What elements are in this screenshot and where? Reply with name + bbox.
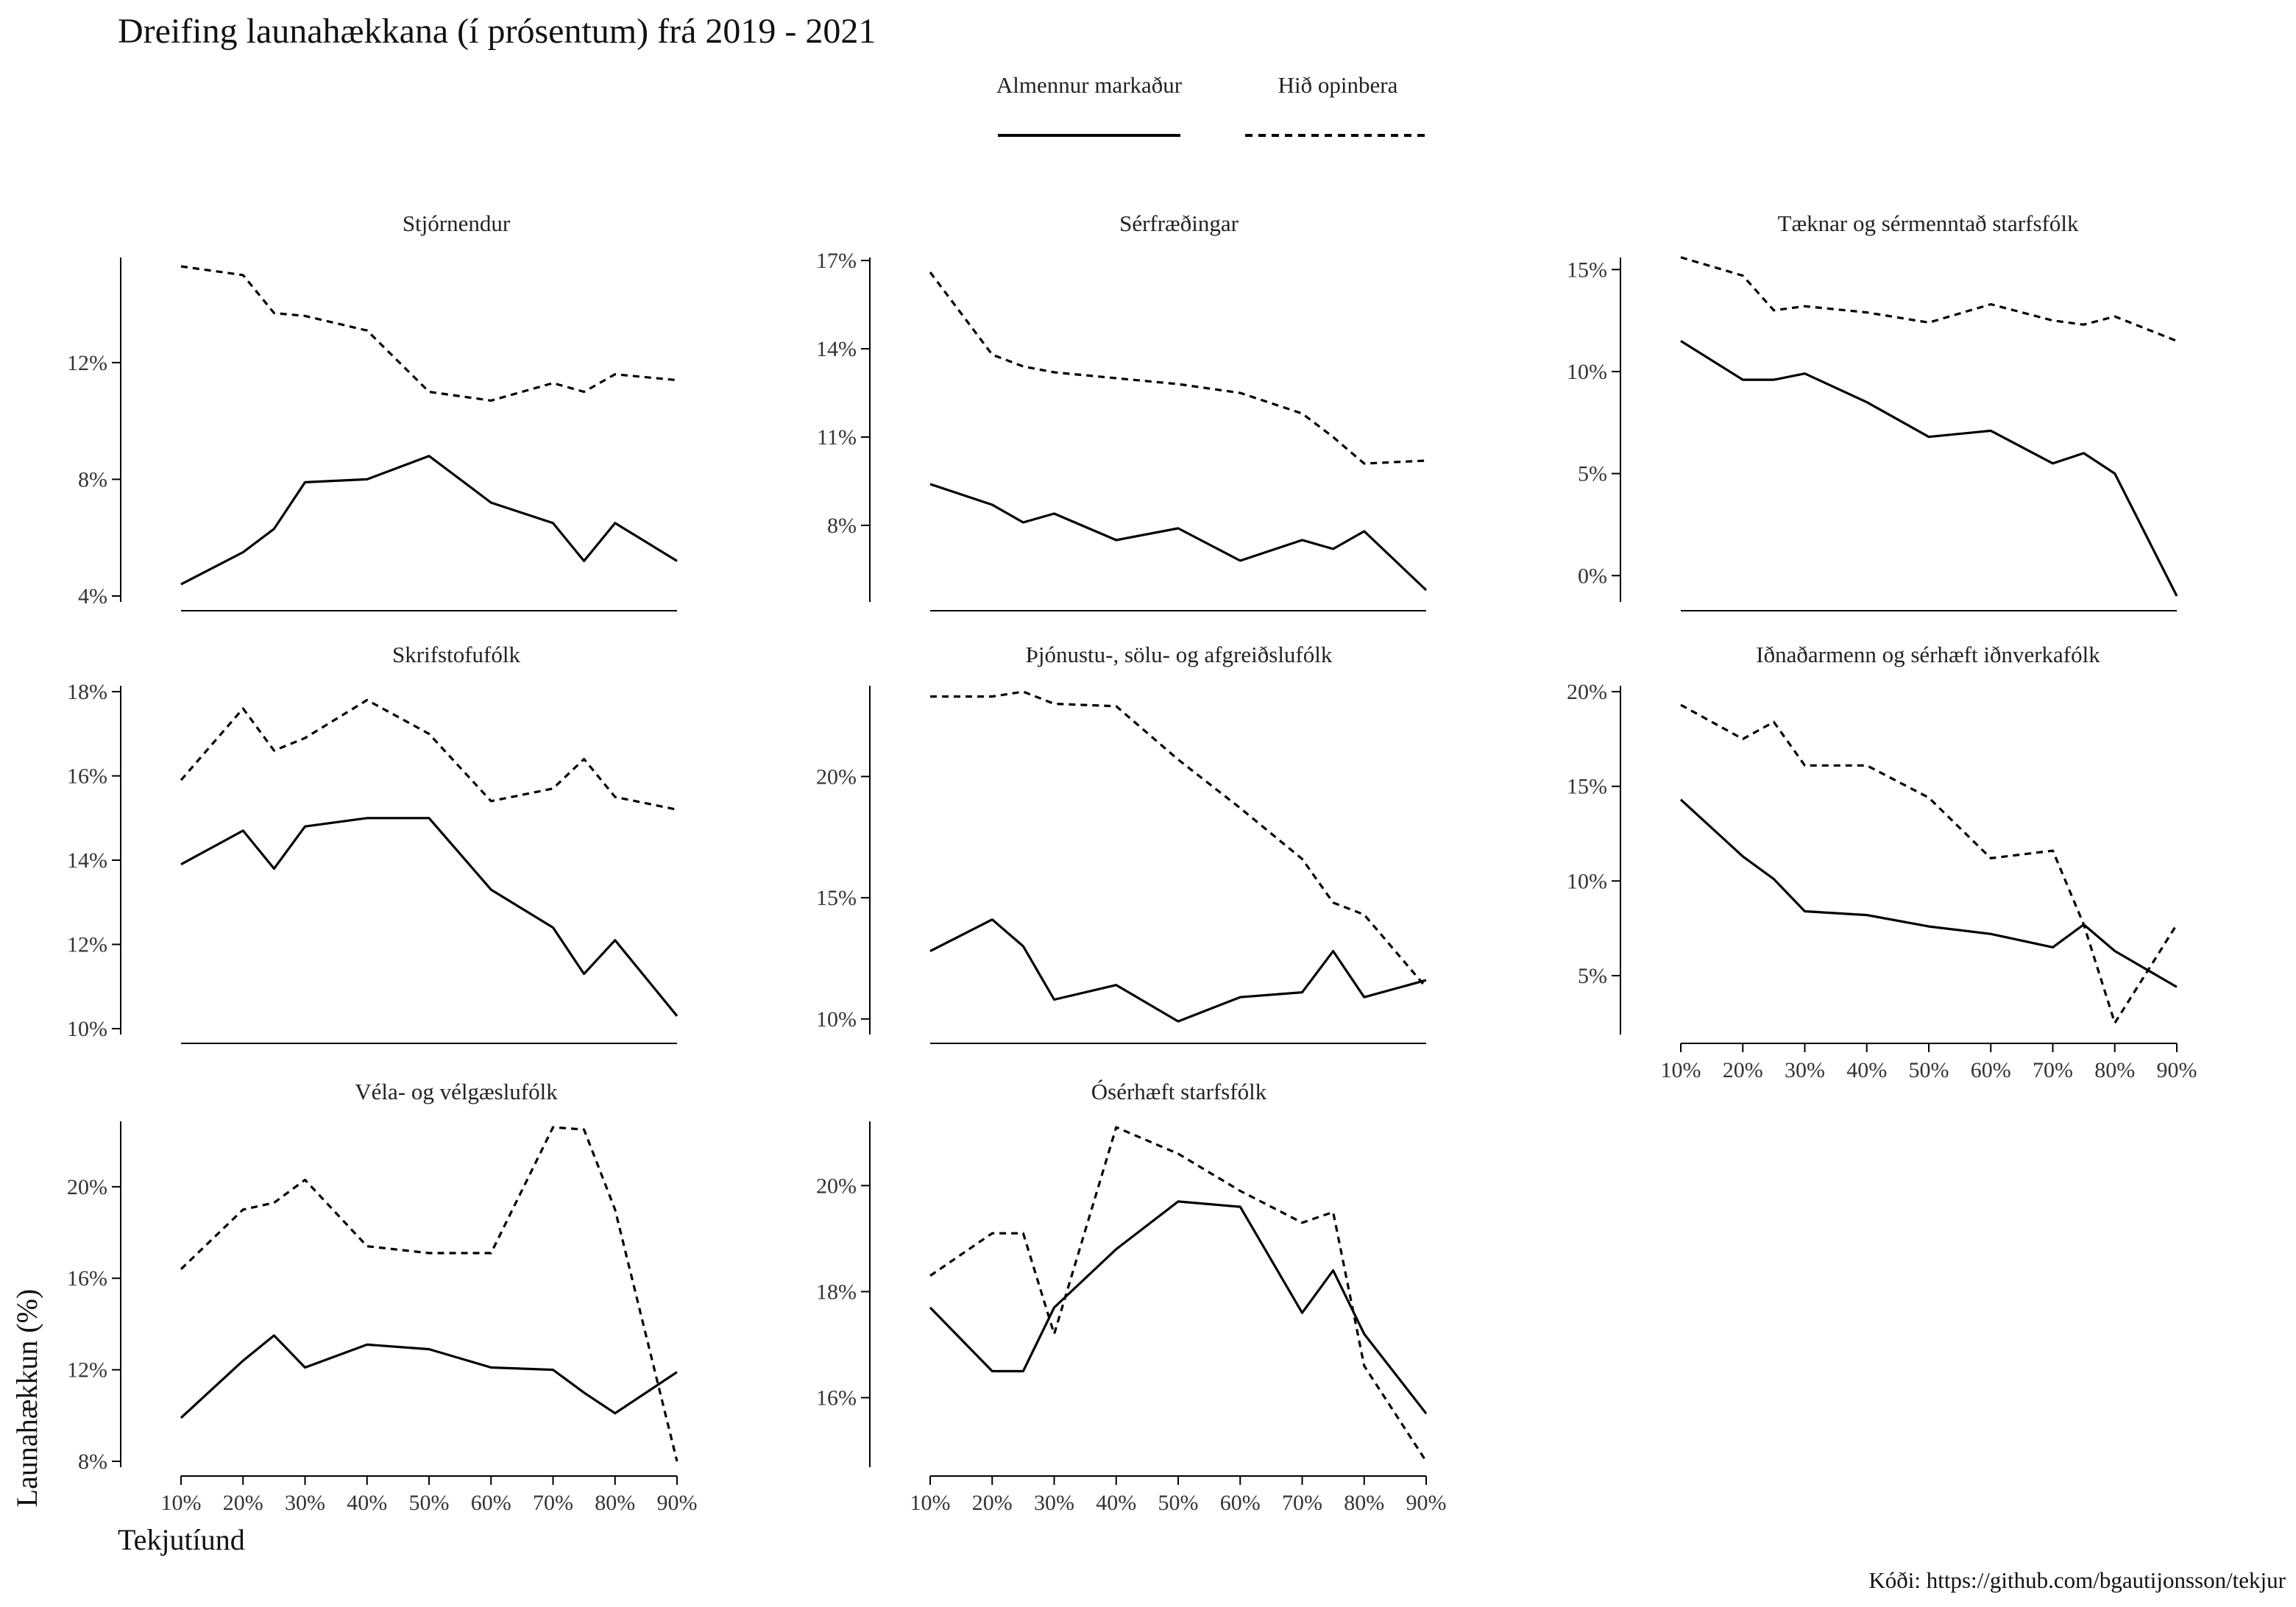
y-axis-title: Launahækkun (%): [10, 1289, 43, 1508]
x-tick-label: 10%: [1661, 1058, 1701, 1082]
x-tick-label: 80%: [2094, 1058, 2135, 1082]
y-tick-label: 8%: [827, 514, 857, 538]
x-tick-label: 60%: [1220, 1491, 1261, 1515]
series-line-opinbera: [1680, 256, 2178, 342]
x-tick-label: 20%: [972, 1491, 1013, 1515]
panel-title: Ósérhæft starfsfólk: [1091, 1079, 1267, 1104]
series-line-almennur: [929, 918, 1427, 1023]
panel-title: Skrifstofufólk: [392, 642, 520, 667]
panel-8: Ósérhæft starfsfólk 16% 18% 20% 10% 20% 30% 40%…: [816, 1079, 1447, 1515]
x-tick-label: 10%: [161, 1491, 202, 1515]
y-tick-label: 5%: [1578, 462, 1607, 486]
y-tick-label: 14%: [816, 337, 857, 361]
x-tick-label: 20%: [223, 1491, 263, 1515]
x-tick-label: 90%: [1406, 1491, 1447, 1515]
y-tick-label: 20%: [67, 1175, 107, 1199]
x-tick-label: 80%: [595, 1491, 635, 1515]
legend: Almennur markaður Hið opinbera: [996, 72, 1428, 137]
x-axis-title: Tekjutíund: [118, 1523, 245, 1556]
panel-5: Þjónustu-, sölu- og afgreiðslufólk 10% 15%…: [816, 642, 1428, 1044]
y-tick-label: 8%: [78, 467, 107, 492]
panel-7: Véla- og vélgæslufólk 8% 12% 16% 20% 10% 20% 30…: [67, 1079, 698, 1515]
x-tick-label: 50%: [1158, 1491, 1199, 1515]
legend-label-almennur: Almennur markaður: [996, 72, 1183, 98]
y-tick-label: 16%: [67, 765, 107, 789]
y-tick-label: 18%: [67, 680, 107, 704]
panels: Stjórnendur 4% 8% 12% Sérfræðingar 8% 11% 14% 17…: [67, 210, 2197, 1515]
y-tick-label: 20%: [816, 765, 857, 789]
x-tick-label: 70%: [2033, 1058, 2073, 1082]
panel-title: Iðnaðarmenn og sérhæft iðnverkafólk: [1756, 642, 2100, 667]
legend-label-opinbera: Hið opinbera: [1278, 72, 1398, 98]
y-tick-label: 14%: [67, 848, 107, 873]
panel-title: Sérfræðingar: [1119, 210, 1239, 236]
x-tick-label: 40%: [1096, 1491, 1136, 1515]
x-tick-label: 90%: [657, 1491, 698, 1515]
series-line-opinbera: [180, 265, 678, 402]
x-tick-label: 40%: [347, 1491, 387, 1515]
series-line-opinbera: [930, 690, 1428, 989]
x-tick-label: 90%: [2157, 1058, 2197, 1082]
panel-4: Skrifstofufólk 10% 12% 14% 16% 18%: [67, 642, 678, 1044]
panel-6: Iðnaðarmenn og sérhæft iðnverkafólk 5% 10%…: [1567, 642, 2197, 1082]
y-tick-label: 17%: [816, 249, 857, 273]
y-tick-label: 8%: [78, 1450, 107, 1474]
y-tick-label: 15%: [1567, 775, 1607, 799]
panel-1: Stjórnendur 4% 8% 12%: [67, 210, 678, 611]
x-tick-label: 80%: [1344, 1491, 1384, 1515]
x-tick-label: 40%: [1846, 1058, 1887, 1082]
chart-title: Dreifing launahækkana (í prósentum) frá …: [118, 12, 876, 51]
x-tick-label: 30%: [1034, 1491, 1074, 1515]
y-tick-label: 16%: [816, 1386, 857, 1411]
y-tick-label: 11%: [817, 425, 857, 450]
y-tick-label: 4%: [78, 584, 107, 609]
series-line-almennur: [929, 1200, 1428, 1415]
y-tick-label: 12%: [67, 933, 107, 957]
series-line-almennur: [180, 817, 678, 1017]
series-line-almennur: [1680, 340, 2178, 597]
series-line-opinbera: [180, 1126, 678, 1462]
x-tick-label: 70%: [533, 1491, 573, 1515]
y-tick-label: 10%: [816, 1007, 857, 1032]
series-line-almennur: [180, 455, 678, 586]
series-line-opinbera: [929, 1126, 1428, 1462]
x-tick-label: 10%: [910, 1491, 951, 1515]
x-tick-label: 30%: [285, 1491, 325, 1515]
x-tick-label: 50%: [1909, 1058, 1949, 1082]
panel-title: Stjórnendur: [403, 210, 511, 236]
x-tick-label: 60%: [1971, 1058, 2011, 1082]
y-tick-label: 15%: [816, 886, 857, 910]
x-tick-label: 50%: [409, 1491, 450, 1515]
series-line-opinbera: [929, 272, 1427, 465]
series-line-almennur: [929, 483, 1428, 592]
y-tick-label: 12%: [67, 351, 107, 375]
y-tick-label: 18%: [816, 1280, 857, 1304]
x-tick-label: 20%: [1723, 1058, 1763, 1082]
y-tick-label: 10%: [67, 1017, 107, 1041]
y-tick-label: 15%: [1567, 258, 1607, 282]
y-tick-label: 20%: [816, 1174, 857, 1198]
y-tick-label: 16%: [67, 1266, 107, 1291]
y-tick-label: 5%: [1578, 964, 1607, 988]
y-tick-label: 0%: [1578, 564, 1607, 588]
series-line-almennur: [1679, 798, 2178, 988]
panel-title: Þjónustu-, sölu- og afgreiðslufólk: [1026, 642, 1333, 667]
x-tick-label: 60%: [471, 1491, 511, 1515]
series-line-almennur: [180, 1334, 678, 1419]
y-tick-label: 20%: [1567, 680, 1607, 704]
series-line-opinbera: [180, 698, 678, 811]
y-tick-label: 12%: [67, 1358, 107, 1383]
panel-3: Tæknar og sérmenntað starfsfólk 0% 5% 10% 15…: [1567, 210, 2178, 611]
series-line-opinbera: [1680, 703, 2178, 1024]
x-tick-label: 30%: [1785, 1058, 1825, 1082]
caption: Kóði: https://github.com/bgautijonsson/t…: [1868, 1567, 2286, 1593]
x-tick-label: 70%: [1282, 1491, 1322, 1515]
panel-title: Véla- og vélgæslufólk: [355, 1079, 558, 1104]
panel-title: Tæknar og sérmenntað starfsfólk: [1778, 210, 2079, 236]
y-tick-label: 10%: [1567, 869, 1607, 893]
y-tick-label: 10%: [1567, 360, 1607, 384]
panel-2: Sérfræðingar 8% 11% 14% 17%: [816, 210, 1428, 611]
